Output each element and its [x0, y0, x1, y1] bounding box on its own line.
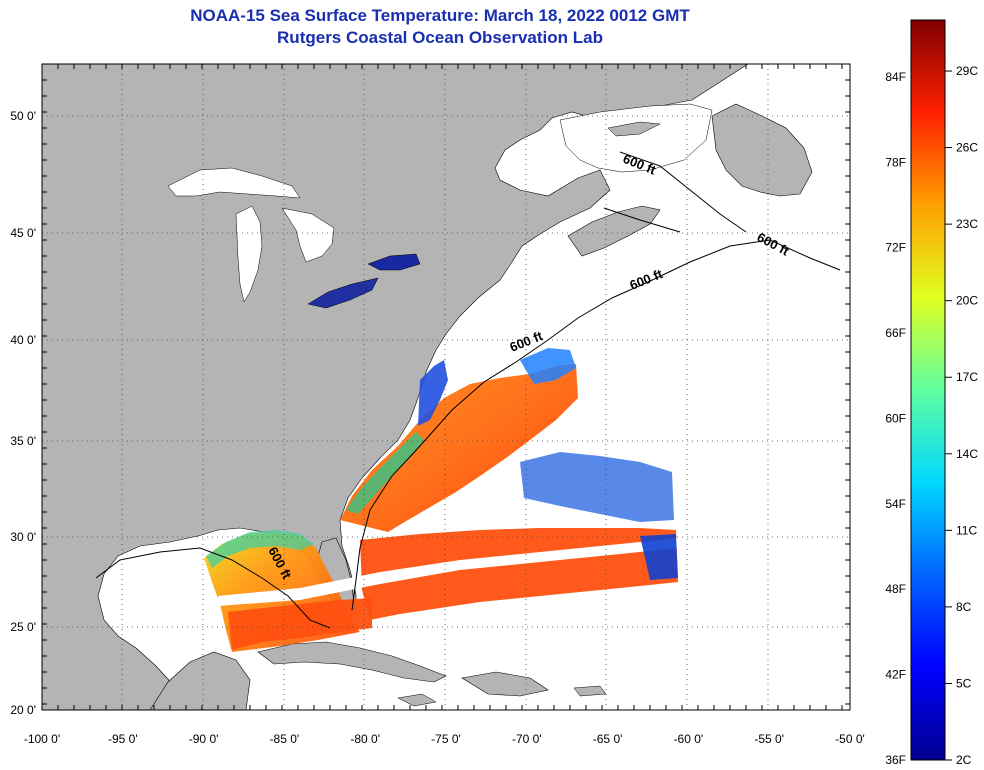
- lake-michigan: [235, 205, 263, 303]
- longitude-tick-label: -60 0': [674, 732, 704, 746]
- longitude-tick-label: -70 0': [512, 732, 542, 746]
- map-title: NOAA-15 Sea Surface Temperature: March 1…: [190, 6, 690, 25]
- frame-ticks: [41, 63, 850, 710]
- colorbar-f-label: 84F: [885, 70, 906, 84]
- colorbar-c-label: 2C: [956, 753, 972, 767]
- colorbar-f-label: 66F: [885, 326, 906, 340]
- longitude-tick-label: -55 0': [754, 732, 784, 746]
- longitude-tick-label: -90 0': [189, 732, 219, 746]
- colorbar-c-label: 17C: [956, 370, 978, 384]
- latitude-tick-label: 50 0': [10, 109, 36, 123]
- colorbar-f-label: 72F: [885, 241, 906, 255]
- sst-far-east-patch: [640, 534, 678, 580]
- colorbar-c-label: 23C: [956, 217, 978, 231]
- colorbar-c-label: 29C: [956, 64, 978, 78]
- gulf-of-st-lawrence: [559, 103, 713, 173]
- lake-ontario: [367, 253, 421, 271]
- 600ft-contour-north: [603, 151, 747, 233]
- sst-coastal-cold: [418, 360, 448, 426]
- latitude-tick-label: 40 0': [10, 333, 36, 347]
- sst-shelf-green: [346, 432, 424, 514]
- longitude-tick-label: -75 0': [431, 732, 461, 746]
- colorbar-f-label: 48F: [885, 582, 906, 596]
- colorbar-f-label: 60F: [885, 411, 906, 425]
- colorbar-fahrenheit-labels: 36F 42F 48F 54F 60F 66F 72F 78F 84F: [885, 70, 906, 767]
- lake-superior: [167, 167, 301, 199]
- colorbar-f-label: 78F: [885, 155, 906, 169]
- colorbar-c-label: 11C: [956, 523, 977, 537]
- latitude-tick-label: 30 0': [10, 530, 36, 544]
- lake-huron: [281, 207, 335, 263]
- sst-east-patch: [520, 452, 674, 522]
- longitude-tick-label: -65 0': [593, 732, 623, 746]
- yucatan-peninsula: [149, 651, 251, 710]
- longitude-tick-label: -95 0': [108, 732, 138, 746]
- colorbar-c-label: 20C: [956, 294, 978, 308]
- longitude-tick-label: -100 0': [24, 732, 60, 746]
- anticosti-island: [607, 121, 661, 137]
- longitude-labels: -100 0' -95 0' -90 0' -85 0' -80 0' -75 0' -70…: [24, 732, 865, 746]
- colorbar-c-label: 26C: [956, 141, 978, 155]
- latitude-tick-label: 45 0': [10, 226, 36, 240]
- cuba: [257, 641, 447, 683]
- colorbar-f-label: 42F: [885, 668, 906, 682]
- latitude-tick-label: 35 0': [10, 434, 36, 448]
- colorbar-celsius-labels: 2C 5C 8C 11C 14C 17C 20C 23C 26C 29C: [945, 64, 978, 767]
- lake-erie: [307, 277, 379, 309]
- longitude-tick-label: -50 0': [835, 732, 865, 746]
- map-subtitle: Rutgers Coastal Ocean Observation Lab: [277, 28, 603, 47]
- north-america-land: [42, 64, 749, 710]
- map-frame: [41, 63, 851, 711]
- latitude-tick-label: 20 0': [10, 703, 36, 717]
- jamaica: [397, 693, 437, 707]
- colorbar-c-label: 5C: [956, 676, 972, 690]
- hispaniola: [461, 671, 549, 697]
- colorbar: [910, 19, 946, 761]
- sst-atlantic-swath: [340, 364, 578, 532]
- sst-lower-swath-band: [228, 598, 372, 650]
- latitude-tick-label: 25 0': [10, 620, 36, 634]
- colorbar-f-label: 54F: [885, 497, 906, 511]
- longitude-tick-label: -85 0': [270, 732, 300, 746]
- colorbar-c-label: 8C: [956, 600, 972, 614]
- sst-gulf-coastal-cool: [206, 530, 314, 568]
- latitude-labels: 20 0' 25 0' 30 0' 35 0' 40 0' 45 0' 50 0': [10, 109, 36, 717]
- 600ft-contour-line: [95, 239, 841, 629]
- puerto-rico: [573, 685, 607, 697]
- sst-northeast-patch: [520, 348, 576, 384]
- longitude-tick-label: -80 0': [350, 732, 380, 746]
- colorbar-c-label: 14C: [956, 447, 978, 461]
- sst-data-gap: [218, 538, 678, 606]
- colorbar-f-label: 36F: [885, 753, 906, 767]
